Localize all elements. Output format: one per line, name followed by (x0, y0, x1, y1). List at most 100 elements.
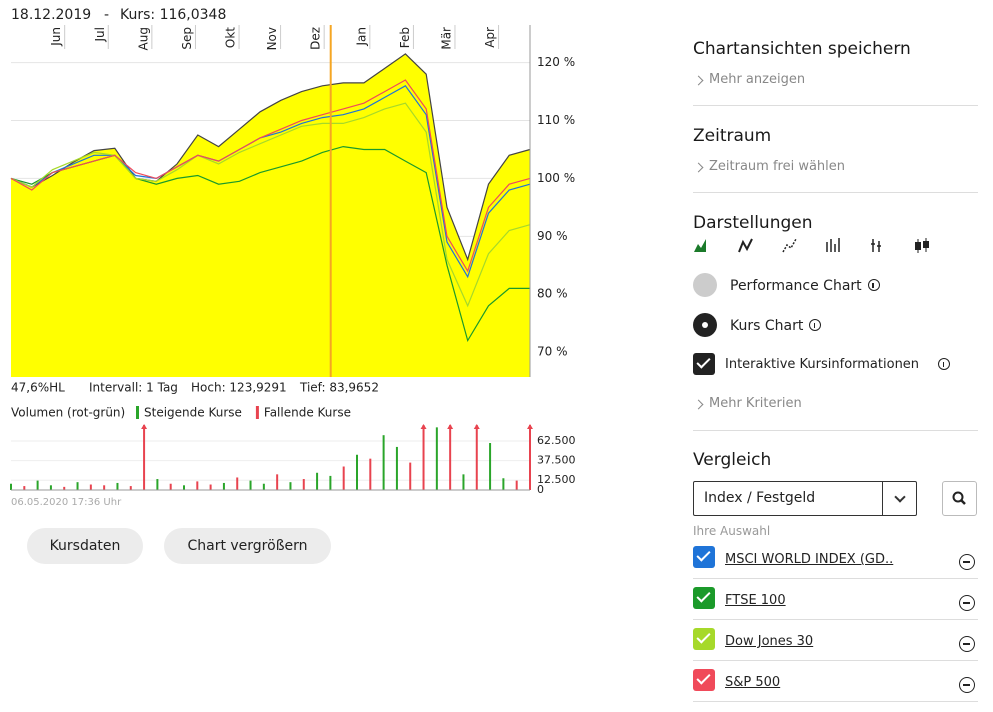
chart: 18.12.2019 - Kurs: 116,0348 47,6%HL Inte… (10, 7, 576, 508)
volume-bar (515, 480, 518, 490)
area (11, 53, 530, 378)
candle-icon[interactable] (915, 238, 929, 253)
volume-bar (196, 481, 199, 490)
enlarge-button[interactable]: Chart vergrößern (164, 528, 331, 564)
radio-option[interactable]: Kurs Chart (693, 313, 978, 339)
remove-icon[interactable] (959, 677, 975, 693)
volume-bar (23, 486, 26, 490)
checkbox[interactable] (693, 628, 715, 650)
volume-bar (395, 446, 398, 490)
remove-icon[interactable] (959, 595, 975, 611)
link[interactable]: Mehr Kriterien (693, 396, 802, 411)
x-tick-label: Sep (180, 27, 194, 50)
volume-bar (449, 425, 452, 490)
divider (693, 578, 978, 579)
series-name[interactable]: MSCI WORLD INDEX (GD.. (725, 552, 894, 567)
y-tick-label: 120 % (537, 55, 575, 69)
divider (693, 701, 978, 702)
volume-bar (63, 486, 66, 490)
kursdaten-button[interactable]: Kursdaten (27, 528, 143, 564)
overflow-arrow (527, 424, 533, 429)
checkbox-row[interactable]: Interaktive Kursinformationen (693, 352, 978, 378)
x-tick-label: Jun (49, 27, 63, 47)
volume-bar (143, 425, 146, 490)
sidebar: Chartansichten speichern Mehr anzeigen Z… (693, 0, 978, 712)
info-icon[interactable] (938, 358, 950, 370)
header-separator: - (104, 7, 109, 23)
remove-icon[interactable] (959, 554, 975, 570)
y-tick-label: 12.500 (537, 473, 576, 486)
dots-icon[interactable] (782, 238, 797, 253)
link[interactable]: Zeitraum frei wählen (693, 159, 845, 174)
checkbox-label: Interaktive Kursinformationen (725, 357, 920, 372)
volume-bar (169, 483, 172, 490)
checkbox[interactable] (693, 546, 715, 568)
volume-bar (116, 482, 119, 490)
radio (693, 313, 717, 337)
link[interactable]: Mehr anzeigen (693, 72, 805, 87)
divider (693, 619, 978, 620)
y-tick-label: 37.500 (537, 454, 576, 467)
bar-icon[interactable] (871, 239, 881, 252)
info-icon[interactable] (809, 319, 822, 331)
x-tick-label: Jul (93, 27, 107, 42)
volume-bar (422, 425, 425, 490)
selection-item: Dow Jones 30 (693, 627, 978, 667)
series-name[interactable]: FTSE 100 (725, 593, 786, 608)
volume-bar (10, 483, 12, 490)
volume-bar (329, 475, 332, 490)
y-tick-label: 0 (537, 483, 544, 496)
volume-bar (89, 484, 92, 490)
ohlc-icon[interactable] (826, 238, 840, 252)
volume-bar (36, 480, 39, 490)
section-title: Zeitraum (693, 126, 772, 146)
radio (693, 273, 717, 297)
y-tick-label: 90 % (537, 229, 568, 243)
radio-option[interactable]: Performance Chart (693, 273, 978, 299)
volume-bar (156, 479, 159, 490)
series-name[interactable]: Dow Jones 30 (725, 634, 814, 649)
divider (693, 192, 978, 193)
select[interactable]: Index / Festgeld (693, 481, 917, 516)
volume-bar (222, 482, 225, 490)
select-value: Index / Festgeld (704, 490, 816, 506)
overflow-arrow (420, 424, 427, 429)
x-tick-label: Aug (136, 27, 150, 50)
legend-label: Fallende Kurse (264, 406, 351, 420)
checkbox[interactable] (693, 587, 715, 609)
chevron (894, 491, 906, 503)
volume-bar (129, 486, 132, 490)
line-icon[interactable] (738, 238, 753, 253)
radio-label: Performance Chart (730, 278, 862, 294)
checkbox[interactable] (693, 353, 715, 375)
volume-bar (435, 427, 438, 490)
y-tick-label: 80 % (537, 287, 568, 301)
volume-bar (489, 443, 492, 490)
volume-bar (462, 474, 465, 490)
legend-swatch (255, 406, 259, 419)
volume-bar (76, 482, 79, 490)
volume-bar (249, 480, 252, 490)
remove-icon[interactable] (959, 636, 975, 652)
overflow-arrow (447, 424, 454, 429)
header-date: 18.12.2019 (11, 7, 91, 23)
volume-bar (276, 474, 279, 490)
volume-bar (475, 425, 478, 490)
overflow-arrow (473, 424, 480, 429)
search-button[interactable] (942, 481, 977, 516)
stat: Tief: 83,9652 (299, 381, 379, 395)
y-tick-label: 70 % (537, 345, 568, 359)
x-tick-label: Apr (483, 27, 497, 48)
series-name[interactable]: S&P 500 (725, 675, 781, 690)
area-icon[interactable] (694, 239, 706, 252)
x-tick-label: Okt (224, 27, 238, 48)
selection-item: MSCI WORLD INDEX (GD.. (693, 545, 978, 585)
volume-bar (502, 478, 505, 490)
stat: Intervall: 1 Tag (89, 381, 178, 395)
info-icon[interactable] (867, 279, 880, 291)
x-tick-label: Nov (265, 27, 279, 50)
checkbox[interactable] (693, 669, 715, 691)
volume-bar (183, 485, 185, 490)
selection-label: Ihre Auswahl (693, 524, 771, 538)
stat: Hoch: 123,9291 (191, 381, 287, 395)
